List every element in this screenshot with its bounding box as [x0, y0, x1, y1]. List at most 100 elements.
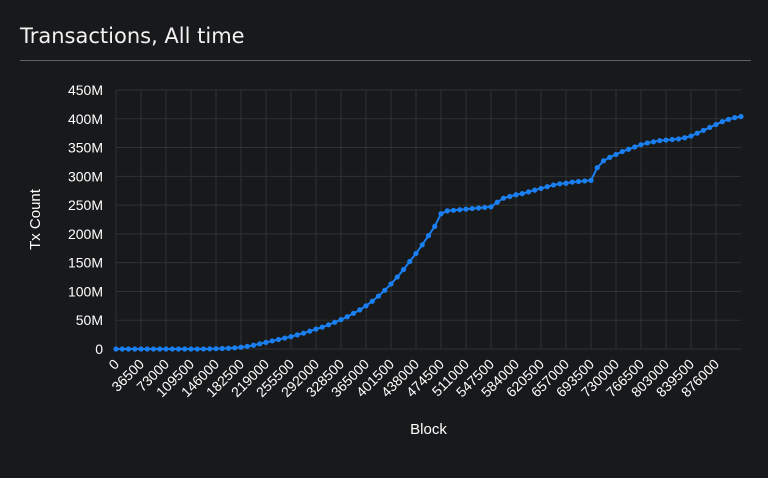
- data-point: [138, 346, 144, 352]
- y-tick-label: 250M: [68, 197, 103, 213]
- data-point: [250, 342, 257, 348]
- data-point: [282, 335, 288, 341]
- chart-title: Transactions, All time: [20, 24, 245, 48]
- data-point: [382, 287, 388, 293]
- data-point: [275, 336, 282, 343]
- data-point: [238, 344, 244, 350]
- data-point: [644, 140, 650, 146]
- data-point: [619, 148, 625, 155]
- data-point: [569, 179, 575, 185]
- y-tick-label: 50M: [76, 312, 103, 328]
- series-line: [116, 115, 742, 350]
- data-point: [457, 207, 463, 213]
- data-point: [444, 208, 450, 214]
- data-point: [450, 207, 457, 213]
- data-point: [188, 346, 194, 352]
- data-point: [307, 328, 313, 334]
- data-point: [150, 346, 157, 352]
- data-point: [219, 345, 225, 352]
- data-point: [432, 223, 438, 230]
- y-tick-label: 150M: [68, 255, 103, 271]
- x-axis-label: Block: [410, 421, 447, 438]
- data-point: [207, 346, 213, 352]
- data-point: [732, 115, 738, 121]
- data-point: [244, 343, 250, 350]
- data-point: [713, 121, 719, 128]
- x-axis-ticks: 0365007300010950014600018250021900025550…: [105, 356, 722, 400]
- data-point: [575, 178, 582, 185]
- data-point: [269, 338, 275, 344]
- y-axis-label: Tx Count: [27, 188, 44, 250]
- data-point: [425, 233, 432, 239]
- data-point: [394, 274, 400, 280]
- data-point: [157, 346, 163, 352]
- data-point: [113, 346, 119, 352]
- data-point: [469, 205, 475, 212]
- data-point: [507, 193, 513, 200]
- data-point: [525, 189, 532, 195]
- x-tick-label: 0: [105, 356, 122, 373]
- data-point: [594, 165, 600, 171]
- data-point: [463, 206, 469, 212]
- data-point: [613, 151, 619, 158]
- data-point: [363, 303, 369, 309]
- y-tick-label: 350M: [68, 140, 103, 156]
- data-point: [175, 346, 182, 352]
- data-point: [588, 177, 594, 183]
- data-point: [600, 158, 607, 164]
- y-tick-label: 0: [95, 341, 103, 357]
- data-point: [294, 332, 300, 338]
- data-point: [650, 139, 657, 145]
- data-point: [288, 334, 294, 340]
- data-point: [488, 204, 494, 210]
- data-point: [607, 154, 613, 160]
- data-point: [719, 119, 725, 125]
- data-point: [413, 250, 419, 257]
- data-point: [538, 185, 544, 192]
- data-point: [325, 322, 332, 328]
- data-point: [519, 191, 525, 197]
- data-point: [475, 205, 482, 211]
- data-point: [550, 182, 557, 188]
- data-point: [407, 258, 413, 265]
- data-point: [319, 324, 325, 330]
- data-point: [725, 116, 732, 122]
- data-point: [494, 199, 500, 205]
- data-point: [657, 138, 663, 144]
- data-point: [632, 144, 638, 150]
- data-point: [194, 346, 200, 352]
- data-point: [357, 307, 363, 313]
- data-point: [532, 187, 538, 193]
- data-point: [313, 326, 319, 332]
- data-point: [544, 184, 550, 190]
- data-point: [694, 130, 700, 136]
- data-point: [144, 346, 150, 352]
- data-point: [332, 319, 338, 325]
- data-point: [119, 346, 125, 352]
- data-point: [625, 146, 632, 152]
- data-point: [638, 142, 644, 148]
- data-point: [369, 298, 375, 304]
- data-point: [438, 211, 444, 217]
- data-point: [232, 345, 238, 351]
- data-point: [500, 195, 507, 201]
- data-point: [263, 339, 269, 345]
- data-point: [513, 192, 519, 198]
- data-point: [400, 266, 407, 273]
- header-divider: [20, 60, 751, 61]
- data-point: [338, 317, 344, 323]
- y-tick-label: 200M: [68, 226, 103, 242]
- data-point: [682, 135, 688, 141]
- data-point: [700, 127, 707, 133]
- grid-lines: [115, 89, 741, 350]
- data-point: [169, 346, 175, 352]
- chart-header: Transactions, All time: [20, 22, 751, 50]
- data-point: [344, 314, 350, 320]
- data-point: [200, 346, 207, 352]
- data-point: [563, 180, 569, 186]
- data-point: [132, 346, 138, 352]
- data-point: [557, 181, 563, 187]
- data-point: [257, 341, 263, 347]
- data-point: [375, 293, 382, 299]
